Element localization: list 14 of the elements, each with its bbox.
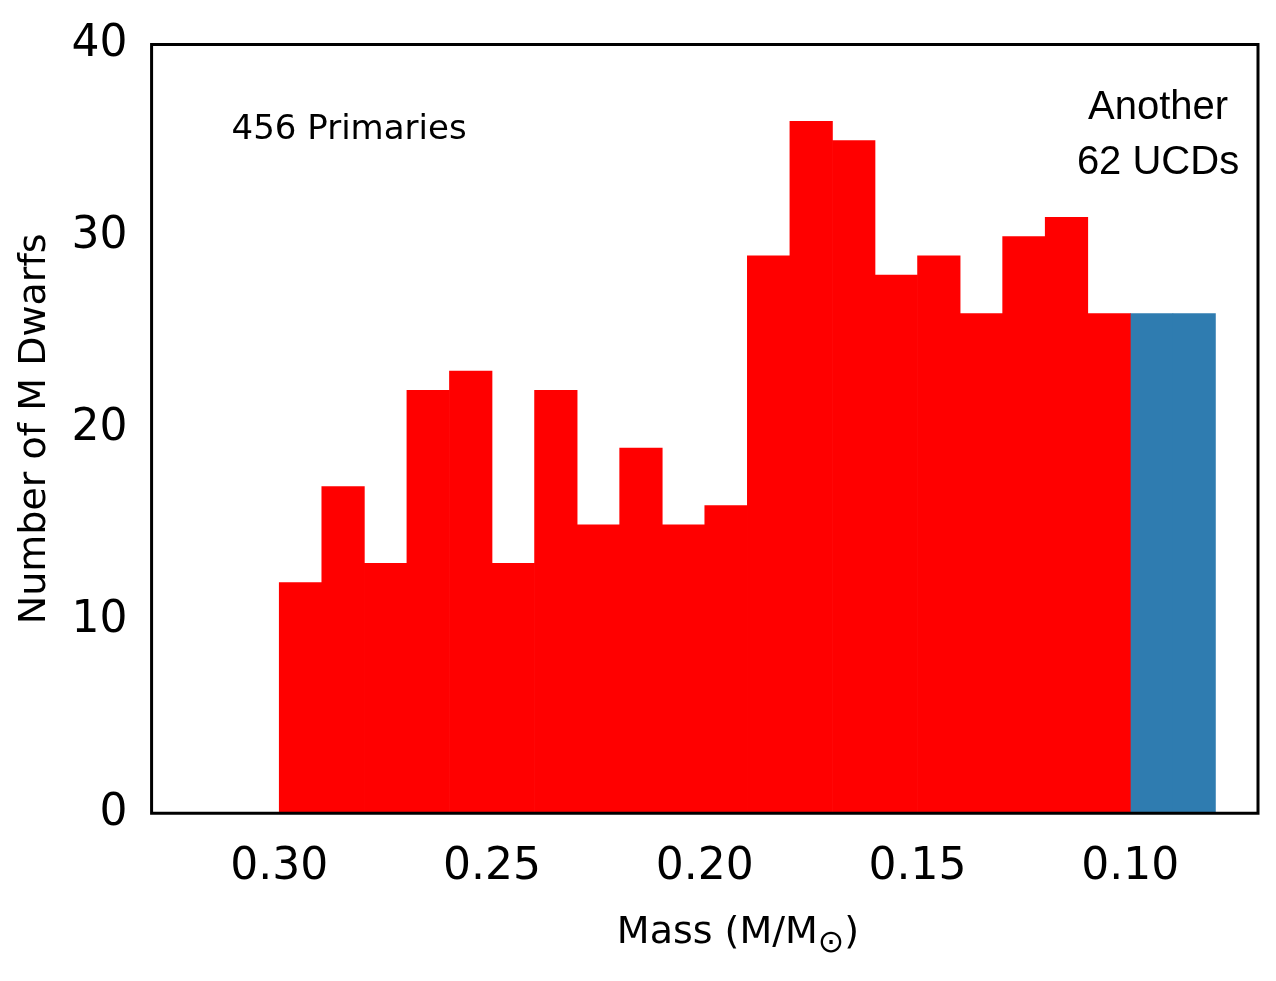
x-axis-title: Mass (M/M$_{⊙}$) [615, 908, 861, 959]
y-tick-label: 30 [71, 207, 128, 259]
y-tick-label: 40 [71, 14, 128, 66]
x-tick-label: 0.30 [230, 838, 329, 890]
x-tick-label: 0.20 [655, 838, 754, 890]
annotation: 456 Primaries [231, 107, 467, 148]
y-tick-label: 0 [99, 783, 128, 835]
y-tick-label: 20 [71, 399, 128, 451]
x-tick-label: 0.25 [443, 838, 542, 890]
x-tick-label: 0.10 [1081, 838, 1180, 890]
y-axis-title: Number of M Dwarfs [9, 233, 54, 625]
annotation: Another 62 UCDs [1076, 83, 1240, 183]
y-tick-label: 10 [71, 591, 128, 643]
x-tick-label: 0.15 [868, 838, 967, 890]
